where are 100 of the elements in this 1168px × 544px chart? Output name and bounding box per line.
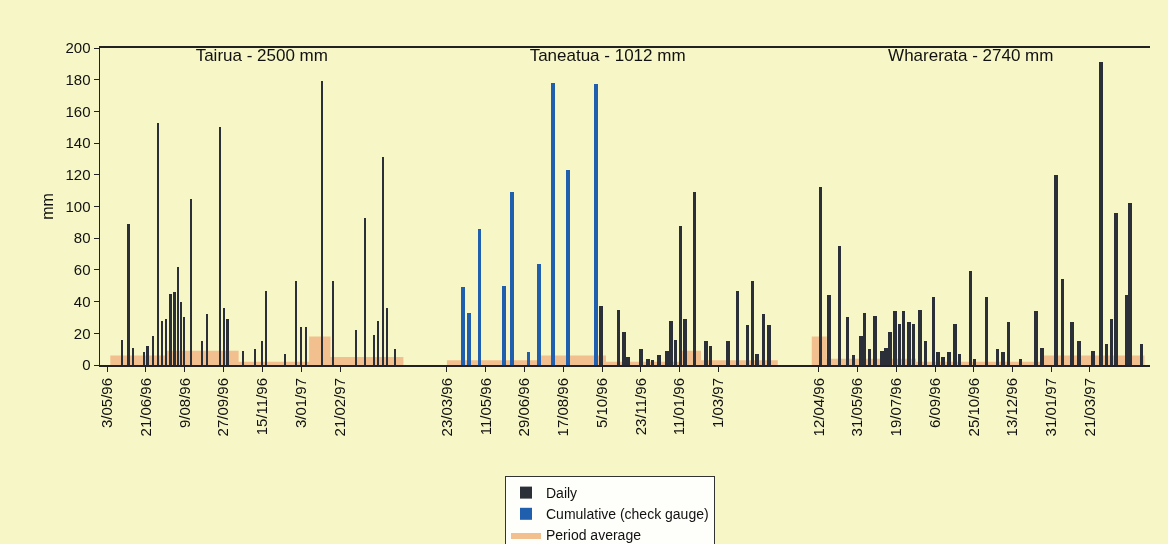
bar [726, 341, 730, 365]
bar [121, 339, 124, 365]
bar [1114, 212, 1118, 365]
bar [646, 358, 650, 365]
x-tick-label: 25/10/96 [964, 378, 982, 437]
bar [1128, 203, 1133, 365]
x-tick-label: 31/01/97 [1042, 378, 1060, 437]
legend-label: Period average [546, 527, 642, 544]
bar [304, 326, 308, 365]
y-tick-label: 100 [65, 197, 91, 215]
bar [132, 347, 135, 365]
bar [156, 122, 159, 365]
bar [320, 81, 323, 365]
bar [393, 349, 396, 365]
legend-label: Cumulative (check gauge) [546, 506, 709, 523]
bar [1034, 311, 1038, 365]
bar [892, 311, 897, 365]
y-tick-label: 80 [73, 229, 91, 247]
y-axis-title: mm [38, 193, 56, 220]
bar [376, 320, 380, 365]
bar [947, 352, 952, 365]
bar [1054, 174, 1058, 365]
bar [354, 330, 357, 365]
bar [767, 325, 771, 365]
bar [918, 309, 922, 365]
bar [127, 223, 130, 365]
bar [536, 263, 541, 365]
x-tick-label: 23/11/96 [631, 378, 649, 436]
bar [242, 350, 245, 365]
x-tick-label: 31/05/96 [848, 378, 866, 437]
bar [1077, 341, 1081, 365]
x-tick-label: 3/05/96 [98, 378, 115, 429]
y-tick-label: 60 [73, 261, 91, 279]
bar [164, 319, 167, 365]
bar [265, 290, 268, 365]
x-tick-label: 11/05/96 [476, 378, 494, 436]
bar [599, 306, 604, 365]
bar [1069, 322, 1074, 365]
y-tick-label: 140 [65, 134, 91, 152]
bar [657, 355, 661, 365]
x-tick-label: 21/06/96 [136, 378, 154, 437]
bar [300, 326, 303, 365]
bar [1039, 347, 1044, 365]
bar [331, 281, 334, 365]
bar [364, 217, 367, 365]
bar [294, 281, 297, 365]
bar [201, 341, 204, 365]
bar [669, 320, 673, 365]
bar [205, 314, 209, 365]
bar [593, 84, 598, 365]
bar [1099, 62, 1103, 365]
x-tick-label: 15/11/96 [253, 378, 271, 436]
x-tick-label: 21/02/97 [330, 378, 348, 437]
bar [953, 323, 957, 365]
x-tick-label: 13/12/96 [1003, 378, 1021, 437]
x-tick-label: 27/09/96 [214, 378, 232, 437]
chart-title: Tairua - 2500 mm [195, 45, 328, 65]
bar [622, 331, 626, 365]
bar [385, 307, 388, 365]
x-tick-label: 19/07/96 [887, 378, 905, 437]
bar [169, 293, 172, 365]
x-tick-label: 3/01/97 [292, 378, 310, 429]
bar [467, 312, 471, 365]
bar [461, 287, 465, 365]
bar [566, 170, 570, 365]
bar [218, 127, 221, 365]
bar [510, 192, 514, 365]
x-tick-label: 5/10/96 [592, 378, 610, 429]
x-tick-label: 12/04/96 [809, 378, 827, 437]
bar [222, 307, 225, 365]
y-tick-label: 40 [73, 292, 91, 310]
bar [1001, 352, 1005, 365]
bar [254, 349, 257, 365]
bar [177, 266, 180, 365]
bar [146, 345, 149, 365]
y-tick-label: 120 [65, 166, 91, 184]
bar [502, 285, 506, 365]
bar [152, 336, 155, 365]
bar [703, 341, 708, 365]
bar [160, 320, 163, 365]
x-tick-label: 17/08/96 [554, 378, 572, 437]
bar [873, 315, 877, 365]
bar [261, 341, 264, 365]
x-tick-label: 21/03/97 [1080, 378, 1098, 437]
bar [880, 350, 884, 365]
bar [639, 349, 643, 365]
chart-title: Taneatua - 1012 mm [529, 45, 686, 65]
bar [827, 295, 831, 365]
y-tick-label: 160 [65, 102, 91, 120]
x-tick-label: 9/08/96 [175, 378, 193, 429]
y-tick-label: 0 [82, 356, 91, 374]
x-tick-label: 1/03/97 [709, 378, 727, 429]
y-tick-label: 180 [65, 70, 91, 88]
bar [283, 353, 286, 365]
x-tick-label: 23/03/96 [437, 378, 455, 437]
bar [373, 334, 376, 365]
bar [907, 322, 911, 365]
x-tick-label: 29/06/96 [515, 378, 533, 437]
bar [551, 82, 555, 365]
y-tick-label: 20 [73, 324, 91, 342]
